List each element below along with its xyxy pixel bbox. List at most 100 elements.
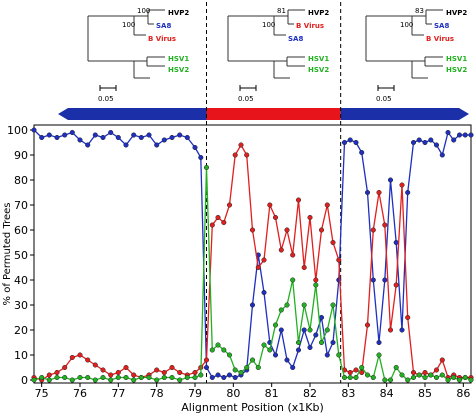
- data-point-red: [192, 369, 198, 376]
- data-point-blue: [54, 134, 60, 141]
- data-point-green: [238, 369, 244, 376]
- data-point-blue: [439, 152, 445, 158]
- y-tick-label: 20: [14, 324, 28, 337]
- data-point-blue: [307, 344, 313, 351]
- y-tick-label: 30: [14, 299, 28, 312]
- data-point-green: [405, 377, 411, 383]
- taxon-label: HSV2: [446, 66, 467, 74]
- data-point-green: [62, 374, 68, 381]
- data-point-red: [92, 362, 98, 368]
- data-point-red: [313, 277, 319, 283]
- data-point-blue: [146, 132, 152, 138]
- data-point-green: [313, 282, 319, 288]
- taxon-label: HSV1: [168, 55, 189, 63]
- data-point-green: [154, 377, 160, 383]
- data-point-red: [439, 357, 445, 363]
- data-point-blue: [131, 132, 137, 138]
- data-point-red: [405, 314, 411, 321]
- data-point-blue: [405, 189, 411, 196]
- data-point-blue: [209, 374, 215, 381]
- data-point-red: [77, 352, 83, 358]
- taxon-label: SA8: [156, 22, 171, 30]
- data-point-red: [115, 369, 121, 376]
- data-point-red: [161, 369, 167, 376]
- data-point-red: [226, 202, 233, 208]
- data-point-blue: [382, 277, 388, 283]
- data-point-green: [387, 377, 394, 383]
- data-point-green: [318, 339, 325, 346]
- x-tick-label: 79: [188, 387, 202, 400]
- bootstrap-value: 81: [277, 7, 286, 15]
- data-point-red: [278, 247, 284, 253]
- data-point-red: [382, 222, 388, 228]
- data-point-blue: [451, 137, 457, 143]
- data-point-blue: [347, 137, 353, 143]
- data-point-blue: [62, 132, 68, 138]
- scale-bar-label: 0.05: [376, 95, 392, 103]
- data-point-blue: [85, 142, 91, 148]
- data-point-red: [307, 214, 313, 221]
- segment-arrow-red: [206, 108, 341, 120]
- data-point-green: [123, 374, 129, 381]
- data-point-red: [215, 214, 221, 221]
- data-point-blue: [272, 352, 279, 358]
- data-point-red: [85, 357, 91, 363]
- data-point-blue: [445, 129, 451, 136]
- taxon-label: SA8: [288, 35, 303, 43]
- x-tick-label: 84: [380, 387, 394, 400]
- x-axis-ticks: 75 76 77 78 79 80 81 82 83 84 85 86: [35, 383, 470, 400]
- data-point-green: [115, 374, 121, 381]
- data-point-green: [146, 374, 152, 381]
- data-point-red: [410, 369, 417, 376]
- data-point-green: [261, 342, 267, 348]
- data-point-green: [336, 352, 342, 358]
- data-point-blue: [138, 134, 144, 141]
- data-point-green: [138, 374, 144, 381]
- taxon-label: HVP2: [168, 9, 189, 17]
- data-point-blue: [428, 137, 434, 143]
- segment-arrow-blue: [340, 108, 469, 120]
- data-point-blue: [39, 134, 45, 141]
- data-point-red: [284, 227, 290, 233]
- data-point-red: [203, 357, 210, 363]
- taxon-label: HVP2: [446, 9, 467, 17]
- series-line-green: [33, 167, 472, 381]
- data-point-red: [393, 282, 399, 288]
- data-point-blue: [31, 127, 37, 133]
- x-tick-label: 77: [111, 387, 125, 400]
- scale-bar-label: 0.05: [238, 95, 254, 103]
- data-point-blue: [433, 142, 440, 148]
- data-point-green: [69, 377, 75, 383]
- data-point-red: [433, 367, 440, 373]
- data-point-blue: [387, 177, 394, 183]
- data-point-blue: [422, 139, 428, 146]
- data-point-green: [364, 372, 371, 378]
- data-point-blue: [215, 372, 221, 378]
- data-point-blue: [284, 357, 290, 363]
- data-point-green: [462, 374, 468, 381]
- data-point-green: [272, 322, 279, 328]
- data-point-red: [249, 227, 256, 233]
- x-tick-label: 78: [150, 387, 164, 400]
- data-point-red: [169, 364, 175, 371]
- data-point-red: [221, 219, 227, 226]
- data-point-blue: [353, 139, 359, 146]
- data-point-green: [244, 364, 250, 371]
- data-point-green: [330, 302, 336, 308]
- scale-bar-label: 0.05: [98, 95, 114, 103]
- data-point-green: [456, 377, 463, 383]
- data-point-green: [92, 377, 98, 383]
- data-point-red: [364, 322, 371, 328]
- data-point-blue: [184, 134, 190, 141]
- data-point-red: [370, 227, 376, 233]
- data-point-green: [284, 302, 290, 308]
- data-point-green: [215, 342, 221, 348]
- data-point-blue: [169, 134, 175, 141]
- data-point-red: [330, 239, 336, 246]
- taxon-label: B Virus: [148, 35, 176, 43]
- data-point-blue: [416, 137, 422, 143]
- data-point-green: [192, 374, 198, 381]
- x-tick-label: 81: [265, 387, 279, 400]
- data-point-blue: [221, 374, 227, 381]
